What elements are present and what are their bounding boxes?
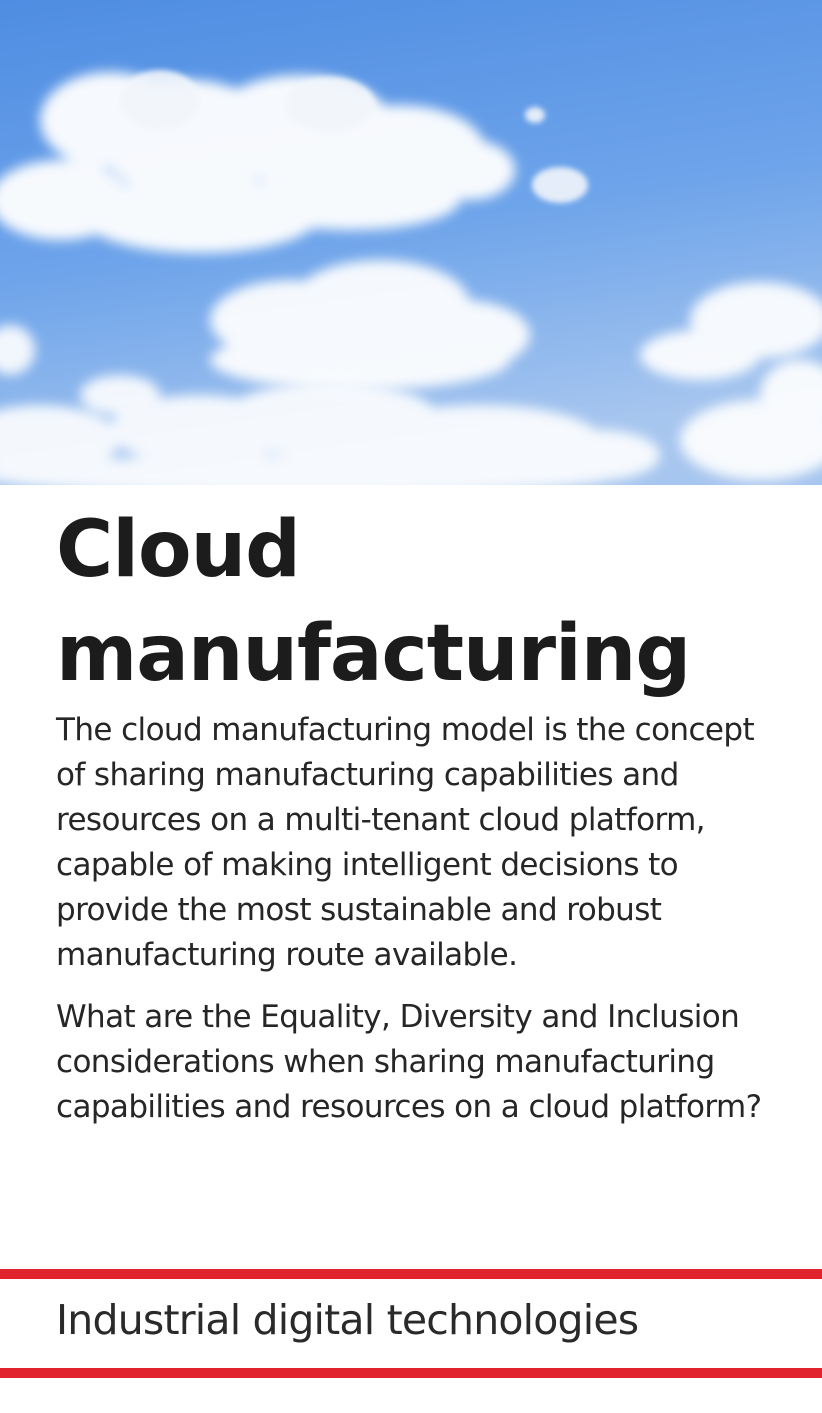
category-label: Industrial digital technologies [56,1296,639,1344]
description-paragraph: The cloud manufacturing model is the con… [56,712,755,973]
bottom-accent-rule [0,1368,822,1378]
card-content: Cloud manufacturing The cloud manufactur… [56,498,796,1130]
card-title: Cloud manufacturing [56,505,691,699]
sky-clouds-image [0,0,822,485]
question-paragraph: What are the Equality, Diversity and Inc… [56,999,762,1125]
top-accent-rule [0,1269,822,1279]
